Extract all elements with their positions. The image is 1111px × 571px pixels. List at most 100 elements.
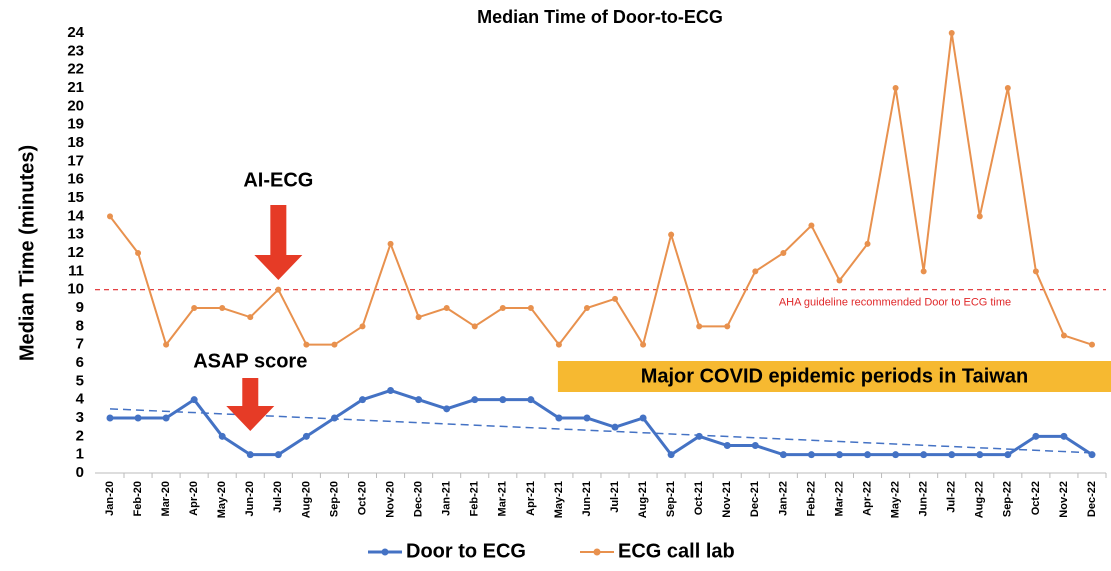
x-tick-label: Dec-21: [749, 481, 761, 517]
point: [1060, 432, 1068, 440]
point: [836, 277, 843, 284]
point: [696, 323, 703, 330]
point: [1032, 432, 1040, 440]
point: [1060, 332, 1067, 339]
point: [106, 414, 114, 422]
y-tick-label: 20: [67, 97, 84, 114]
y-tick-label: 8: [76, 317, 84, 334]
annotation-label: ASAP score: [193, 350, 307, 372]
point: [499, 396, 507, 404]
point: [808, 222, 815, 229]
period-label: Major COVID epidemic periods in Taiwan: [641, 365, 1028, 387]
y-tick-label: 4: [76, 391, 85, 408]
point: [807, 451, 815, 459]
annotation-label: AI-ECG: [243, 169, 313, 191]
point: [499, 305, 506, 311]
point: [724, 323, 731, 330]
point: [695, 432, 703, 440]
y-tick-label: 19: [67, 116, 84, 133]
point: [780, 250, 787, 256]
point: [359, 396, 367, 404]
point: [274, 451, 282, 459]
y-axis-title: Median Time (minutes): [16, 145, 38, 361]
point: [1088, 451, 1096, 459]
reference-label: AHA guideline recommended Door to ECG ti…: [779, 297, 1011, 309]
y-tick-label: 0: [76, 464, 84, 481]
point: [555, 341, 562, 348]
point: [359, 323, 366, 330]
x-tick-label: May-21: [553, 481, 565, 518]
y-tick-label: 1: [76, 446, 84, 463]
point: [275, 286, 282, 293]
point: [612, 295, 619, 302]
x-tick-label: Nov-22: [1058, 481, 1070, 518]
point: [976, 213, 983, 220]
y-tick-label: 15: [67, 189, 84, 206]
point: [219, 305, 226, 311]
x-tick-label: May-20: [216, 481, 228, 518]
trend-line: [109, 408, 1093, 454]
x-tick-label: Jun-21: [581, 481, 593, 516]
x-tick-label: Aug-20: [300, 481, 312, 518]
point: [1089, 341, 1095, 348]
point: [247, 314, 254, 321]
y-tick-label: 3: [76, 409, 84, 426]
x-tick-label: Jan-22: [777, 481, 789, 516]
y-tick-label: 6: [76, 354, 84, 371]
x-tick-label: Jun-22: [918, 481, 930, 516]
point: [191, 305, 198, 311]
point: [864, 451, 872, 459]
x-tick-label: Mar-20: [160, 481, 172, 516]
point: [387, 240, 394, 247]
y-tick-label: 17: [67, 152, 84, 169]
point: [443, 405, 451, 413]
legend-marker: [381, 548, 389, 556]
point: [415, 314, 422, 321]
period-box: [557, 361, 1111, 392]
x-tick-label: Feb-20: [132, 481, 144, 516]
point: [639, 414, 647, 422]
x-tick-label: Mar-21: [497, 481, 509, 516]
point: [976, 451, 984, 459]
point: [302, 432, 310, 440]
point: [583, 414, 591, 422]
x-tick-label: Sep-22: [1002, 481, 1014, 517]
point: [471, 396, 479, 404]
x-tick-label: Apr-21: [525, 481, 537, 516]
point: [835, 451, 843, 459]
x-tick-label: Nov-20: [384, 481, 396, 518]
point: [779, 451, 787, 459]
y-tick-label: 23: [67, 42, 84, 59]
x-tick-label: Dec-22: [1086, 481, 1098, 517]
point: [246, 451, 254, 459]
y-tick-label: 10: [67, 281, 84, 298]
annotation-arrow: [226, 378, 275, 431]
x-tick-label: Aug-22: [974, 481, 986, 518]
x-tick-label: Oct-20: [356, 481, 368, 515]
point: [162, 414, 170, 422]
x-tick-label: Jan-20: [104, 481, 116, 516]
x-tick-label: Oct-21: [693, 481, 705, 515]
point: [920, 268, 927, 275]
point: [751, 442, 759, 449]
point: [1004, 451, 1012, 459]
point: [667, 451, 675, 459]
point: [471, 323, 478, 330]
y-tick-label: 12: [67, 244, 84, 261]
point: [107, 213, 113, 220]
point: [163, 341, 170, 348]
point: [948, 451, 956, 459]
point: [640, 341, 647, 348]
y-tick-label: 21: [67, 79, 84, 96]
legend-label: ECG call lab: [618, 540, 735, 562]
x-tick-label: Jul-21: [609, 481, 621, 513]
point: [948, 30, 955, 36]
point: [331, 341, 338, 348]
y-tick-label: 2: [76, 427, 84, 444]
point: [1032, 268, 1039, 275]
point: [387, 387, 395, 394]
point: [218, 432, 226, 440]
y-tick-label: 7: [76, 336, 84, 353]
y-tick-label: 18: [67, 134, 84, 151]
